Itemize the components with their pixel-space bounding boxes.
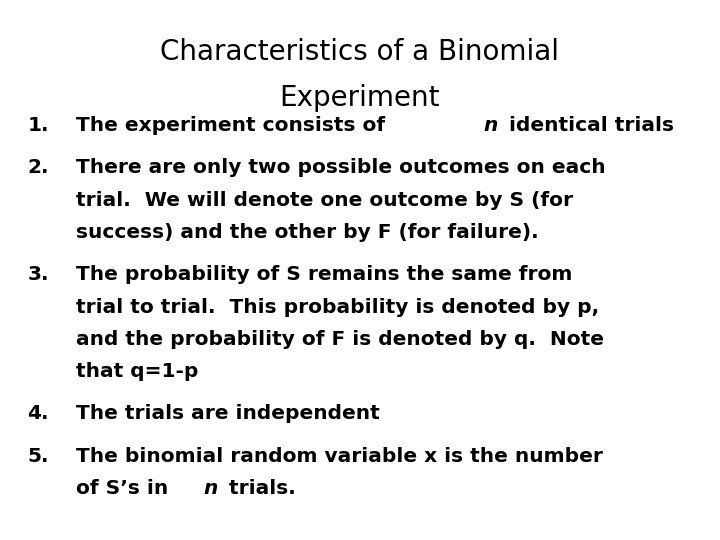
Text: n: n [204, 479, 218, 498]
Text: identical trials: identical trials [502, 116, 674, 135]
Text: The trials are independent: The trials are independent [76, 404, 379, 423]
Text: The binomial random variable x is the number: The binomial random variable x is the nu… [76, 447, 603, 465]
Text: and the probability of F is denoted by q.  Note: and the probability of F is denoted by q… [76, 330, 603, 349]
Text: trial to trial.  This probability is denoted by p,: trial to trial. This probability is deno… [76, 298, 599, 316]
Text: 3.: 3. [27, 265, 49, 284]
Text: 2.: 2. [27, 158, 49, 177]
Text: Characteristics of a Binomial: Characteristics of a Binomial [161, 38, 559, 66]
Text: of S’s in: of S’s in [76, 479, 175, 498]
Text: Experiment: Experiment [280, 84, 440, 112]
Text: There are only two possible outcomes on each: There are only two possible outcomes on … [76, 158, 606, 177]
Text: n: n [484, 116, 498, 135]
Text: 4.: 4. [27, 404, 49, 423]
Text: 5.: 5. [27, 447, 49, 465]
Text: that q=1-p: that q=1-p [76, 362, 198, 381]
Text: success) and the other by F (for failure).: success) and the other by F (for failure… [76, 223, 539, 242]
Text: 1.: 1. [27, 116, 49, 135]
Text: The probability of S remains the same from: The probability of S remains the same fr… [76, 265, 572, 284]
Text: trial.  We will denote one outcome by S (for: trial. We will denote one outcome by S (… [76, 191, 572, 210]
Text: trials.: trials. [222, 479, 296, 498]
Text: The experiment consists of: The experiment consists of [76, 116, 392, 135]
